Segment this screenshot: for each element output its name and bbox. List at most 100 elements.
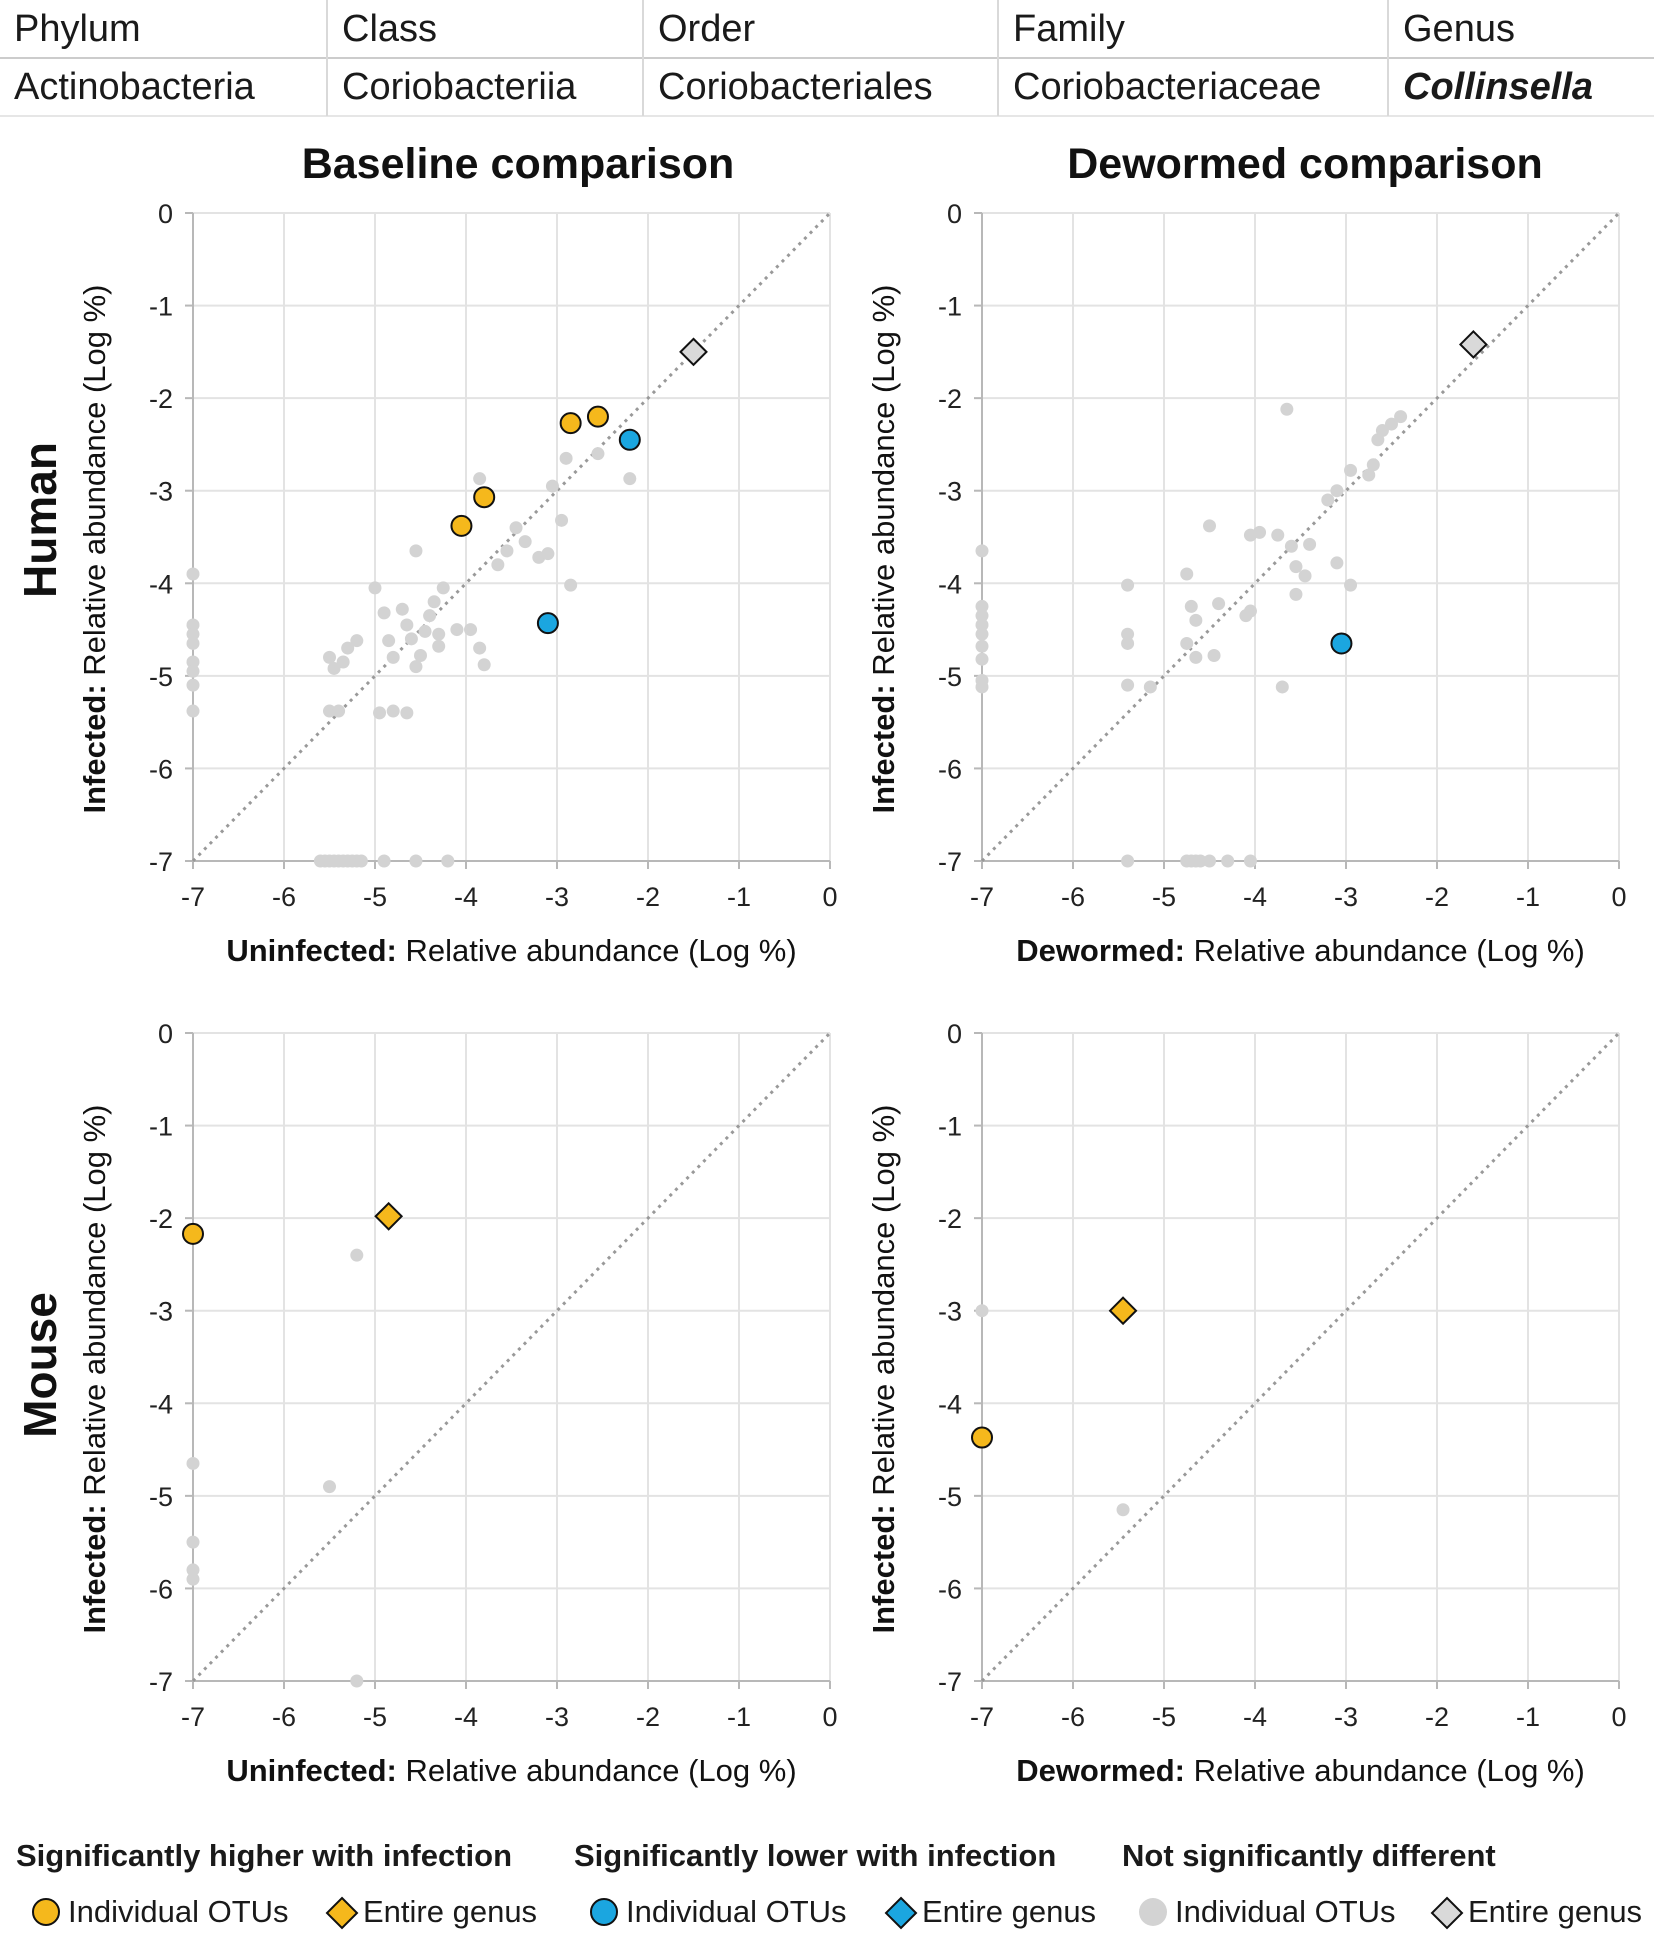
notsig-otu-point [186,567,200,581]
notsig-otu-point [1344,578,1358,592]
notsig-otu-point [1303,537,1317,551]
notsig-otu-point [975,639,989,653]
y-axis-label-text: Relative abundance (Log %) [866,285,901,685]
y-tick-label: -6 [938,754,962,784]
notsig-otu-point [1180,567,1194,581]
notsig-otu-point [1375,424,1389,438]
table-column-divider [326,0,328,116]
notsig-otu-point [350,1674,364,1688]
y-axis-label-text: Relative abundance (Log %) [866,1105,901,1505]
value-order: Coriobacteriales [658,66,933,108]
x-tick-label: -4 [454,882,478,912]
x-tick-label: 0 [822,882,837,912]
notsig-otu-point [377,854,391,868]
y-axis-label: Infected: Relative abundance (Log %) [77,1105,112,1634]
notsig-otu-point [1203,519,1216,533]
y-tick-label: -7 [149,1667,173,1697]
blue-diamond-icon [884,1896,918,1930]
header-phylum: Phylum [14,8,141,50]
notsig-otu-point [975,599,989,613]
identity-diagonal [980,1031,1621,1683]
table-row-divider [0,57,1654,59]
y-tick-label: -5 [149,1482,173,1512]
y-tick-label: -5 [149,662,173,692]
notsig-otu-point [1212,597,1226,611]
x-axis-label-bold: Dewormed: [1016,1753,1185,1788]
row-title-mouse: Mouse [14,1292,66,1438]
x-tick-label: -5 [1152,1702,1176,1732]
column-title-baseline: Baseline comparison [302,140,735,188]
x-axis-label-text: Relative abundance (Log %) [1185,1753,1585,1788]
x-tick-label: -1 [727,1702,751,1732]
notsig-otu-point [373,706,387,720]
identity-diagonal [191,1031,832,1683]
y-tick-label: -7 [938,1667,962,1697]
notsig-otu-point [368,581,382,595]
notsig-otu-point [1121,636,1135,650]
y-tick-label: -4 [149,1389,173,1419]
y-axis-label-text: Relative abundance (Log %) [77,285,112,685]
notsig-otu-point [1121,578,1135,592]
notsig-otu-point [186,678,200,692]
x-axis-label-bold: Dewormed: [1016,933,1185,968]
notsig-otu-point [518,535,532,549]
x-axis-label-text: Relative abundance (Log %) [397,933,797,968]
notsig-otu-point [1253,525,1267,539]
notsig-otu-point [386,650,400,664]
legend-label: Entire genus [363,1894,538,1929]
x-tick-label: 0 [1611,882,1626,912]
notsig-otu-point [354,854,368,868]
table-bottom-border [0,115,1654,117]
blue-circle-icon [590,1898,618,1926]
notsig-otu-point [400,618,414,632]
notsig-otu-point [186,1572,200,1586]
y-tick-label: -1 [149,292,173,322]
notsig-otu-point [418,624,432,638]
x-tick-label: -2 [1425,882,1449,912]
x-tick-label: -2 [636,1702,660,1732]
legend-title-higher: Significantly higher with infection [16,1838,513,1873]
header-family: Family [1013,8,1125,50]
notsig-otu-point [409,544,423,558]
notsig-otu-point [432,639,446,653]
notsig-otu-point [564,578,578,592]
notsig-otu-point [1321,493,1335,507]
notsig-otu-point [423,609,437,623]
notsig-otu-point [432,627,446,641]
scatter-panel-human-baseline: -7 -6 -5 -4 -3 -2 -1 0 0 -1 -2 -3 -4 -5 -6 -7 Uninfected… [77,199,838,968]
header-order: Order [658,8,756,50]
scatter-panel-mouse-dewormed: -7 -6 -5 -4 -3 -2 -1 0 0 -1 -2 -3 -4 -5 -6 -7 Dewormed: … [866,1019,1627,1788]
notsig-otu-point [1193,854,1207,868]
y-axis-label: Infected: Relative abundance (Log %) [866,285,901,814]
notsig-otu-point [1121,678,1135,692]
y-tick-label: -2 [149,384,173,414]
legend-title-notsig: Not significantly different [1122,1838,1496,1873]
notsig-otu-point [341,641,355,655]
x-tick-label: -7 [970,1702,994,1732]
notsig-otu-point [1121,854,1135,868]
row-title-human: Human [14,442,66,598]
x-tick-label: -7 [181,882,205,912]
x-tick-label: -1 [727,882,751,912]
notsig-otu-point [509,521,523,535]
x-axis-label: Uninfected: Relative abundance (Log %) [226,1753,796,1788]
notsig-otu-point [186,704,200,718]
y-tick-label: -6 [149,754,173,784]
lower-otu-point [536,612,559,635]
x-tick-label: -5 [363,882,387,912]
notsig-otu-point [450,623,464,637]
table-column-divider [642,0,644,116]
lower-otu-point [1330,632,1353,655]
notsig-otu-point [336,655,350,669]
taxonomy-table: Phylum Class Order Family Genus Actinoba… [0,0,1654,118]
notsig-otu-point [332,704,346,718]
y-axis-label-bold: Infected: [77,1504,112,1633]
y-tick-label: -4 [938,1389,962,1419]
notsig-otu-point [975,618,989,632]
header-class: Class [342,8,438,50]
notsig-otu-point [975,1304,989,1318]
y-tick-label: -2 [938,384,962,414]
higher-genus-point [374,1201,404,1231]
legend-label: Entire genus [1468,1894,1643,1929]
notsig-otu-point [414,648,427,662]
